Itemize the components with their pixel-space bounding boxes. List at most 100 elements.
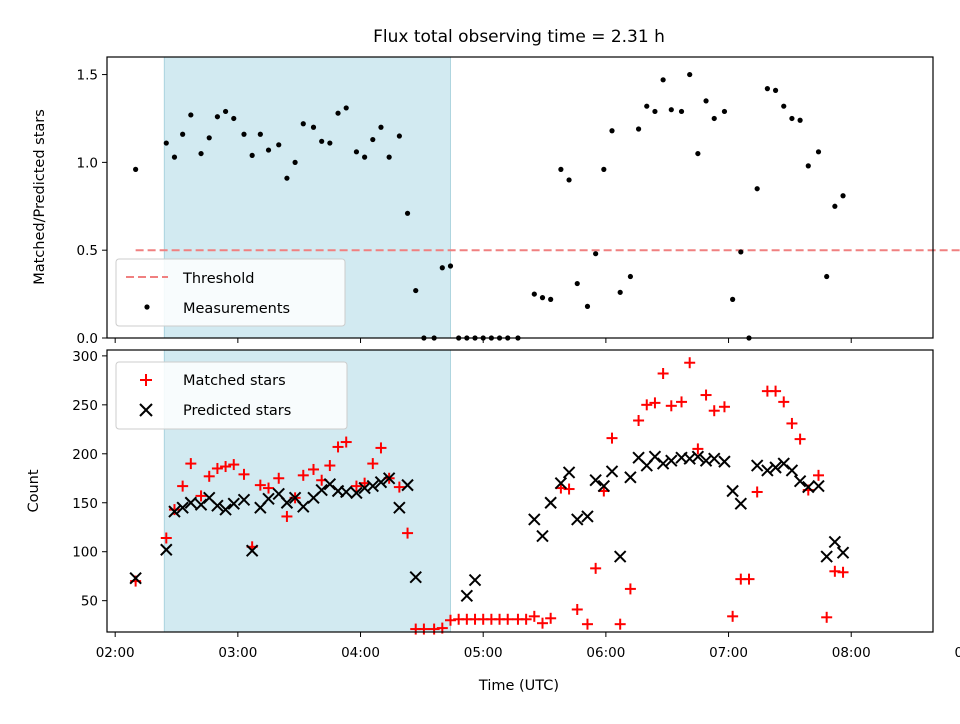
measurement-point [805, 163, 811, 169]
measurement-point [362, 154, 368, 160]
measurement-point [627, 273, 634, 280]
predicted-star-point [366, 479, 379, 493]
measurement-point [687, 71, 693, 78]
measurement-point [214, 114, 221, 120]
matched-star-point [665, 400, 677, 412]
measurement-point [292, 159, 298, 165]
measurement-point [319, 138, 325, 144]
measurement-point [721, 108, 728, 115]
matched-star-point [794, 433, 806, 445]
matched-star-point [590, 562, 602, 574]
matched-star-point [273, 472, 285, 484]
matched-star-point [238, 468, 250, 480]
measurement-point [764, 86, 770, 92]
predicted-star-point [761, 464, 774, 477]
measurement-point [386, 154, 392, 160]
y-tick-label: 0.0 [77, 331, 98, 347]
measurement-point [249, 152, 255, 158]
measurement-point [284, 175, 290, 181]
x-tick-label: 07:00 [709, 645, 748, 661]
measurement-point [558, 166, 564, 172]
matched-star-point [220, 461, 232, 473]
y-tick-label: 1.5 [77, 68, 98, 84]
y-tick-label: 1.0 [77, 155, 98, 171]
matched-star-point [418, 623, 430, 635]
legend-matched-label: Matched stars [183, 373, 286, 389]
predicted-star-point [802, 480, 815, 494]
x-tick-label: 06:00 [586, 645, 625, 661]
matched-star-point [708, 405, 720, 417]
x-tick-label: 04:00 [341, 645, 380, 661]
predicted-star-point [597, 479, 611, 493]
matched-star-point [692, 443, 704, 455]
measurement-point [439, 265, 445, 271]
chart-title: Flux total observing time = 2.31 h [373, 27, 665, 47]
predicted-star-point [571, 513, 584, 526]
predicted-star-point [237, 493, 251, 507]
matched-star-point [821, 611, 833, 623]
matched-star-point [297, 469, 309, 481]
legend-predicted-swatch [139, 403, 153, 417]
predicted-star-point [297, 500, 310, 513]
measurement-point [276, 142, 282, 148]
predicted-star-point [468, 573, 482, 587]
ratio-legend: Threshold Measurements [115, 258, 346, 327]
predicted-star-point [184, 496, 198, 509]
measurement-point [241, 131, 247, 137]
predicted-star-point [665, 454, 678, 467]
predicted-star-point [708, 452, 721, 465]
measurement-point [378, 124, 384, 130]
ratio-plot-frame [106, 56, 934, 339]
x-tick-label: 09:00 [954, 645, 960, 661]
predicted-star-point [624, 471, 637, 484]
matched-star-point [624, 583, 636, 595]
measurement-point [840, 193, 846, 199]
matched-star-point [195, 490, 207, 502]
predicted-star-point [734, 497, 748, 510]
predicted-star-point [262, 492, 275, 506]
y-tick-label: 50 [81, 594, 98, 610]
matched-star-point [332, 441, 344, 453]
matched-star-point [581, 618, 593, 630]
matched-star-point [324, 460, 336, 472]
measurement-point [265, 147, 272, 153]
ratio-axis-ticks: 0.0 0.5 1.0 1.5 [77, 68, 852, 347]
matched-star-point [751, 486, 763, 498]
measurement-point [738, 249, 744, 255]
measurement-point [566, 177, 572, 183]
measurement-point [660, 77, 666, 83]
measurement-point [300, 121, 306, 127]
predicted-star-point [718, 455, 731, 468]
matched-star-point [684, 357, 696, 369]
matched-star-point [743, 573, 755, 585]
measurement-point [781, 103, 787, 109]
measurement-point [635, 126, 642, 132]
y-tick-label: 250 [72, 398, 98, 414]
legend-matched-swatch [140, 374, 152, 386]
matched-star-point [528, 610, 540, 622]
measurement-point [206, 135, 212, 141]
predicted-star-point [340, 485, 353, 499]
measurement-point [832, 203, 838, 209]
ratio-panel: 0.0 0.5 1.0 1.5 Matched/Predicted stars Thr… [32, 56, 960, 347]
matched-star-point [203, 470, 215, 482]
predicted-star-point [726, 484, 739, 498]
predicted-star-point [409, 570, 422, 584]
matched-star-point [502, 613, 514, 625]
matched-star-point [367, 458, 379, 470]
matched-star-point [211, 462, 223, 474]
measurement-point [815, 149, 822, 155]
predicted-star-point [129, 571, 142, 585]
measurement-point [703, 98, 709, 104]
measurement-point [231, 115, 237, 122]
predicted-star-point [374, 475, 388, 489]
matched-star-point [160, 532, 172, 544]
predicted-star-point [219, 503, 232, 516]
matched-star-point [545, 612, 557, 624]
measurement-point [180, 131, 186, 137]
ratio-legend-box [115, 258, 346, 327]
count-legend: Matched stars Predicted stars [115, 361, 348, 430]
predicted-star-point [350, 486, 363, 500]
count-points [129, 357, 850, 635]
